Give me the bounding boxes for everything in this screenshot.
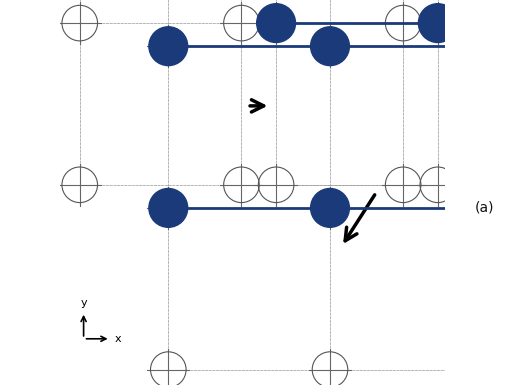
Text: (a): (a) bbox=[473, 200, 493, 214]
Circle shape bbox=[471, 27, 505, 65]
Circle shape bbox=[310, 189, 349, 227]
Text: y: y bbox=[80, 298, 87, 308]
Circle shape bbox=[148, 27, 187, 65]
Circle shape bbox=[418, 4, 457, 42]
Circle shape bbox=[471, 189, 505, 227]
Circle shape bbox=[310, 27, 349, 65]
Text: x: x bbox=[114, 334, 121, 344]
Circle shape bbox=[256, 4, 295, 42]
Circle shape bbox=[148, 189, 187, 227]
